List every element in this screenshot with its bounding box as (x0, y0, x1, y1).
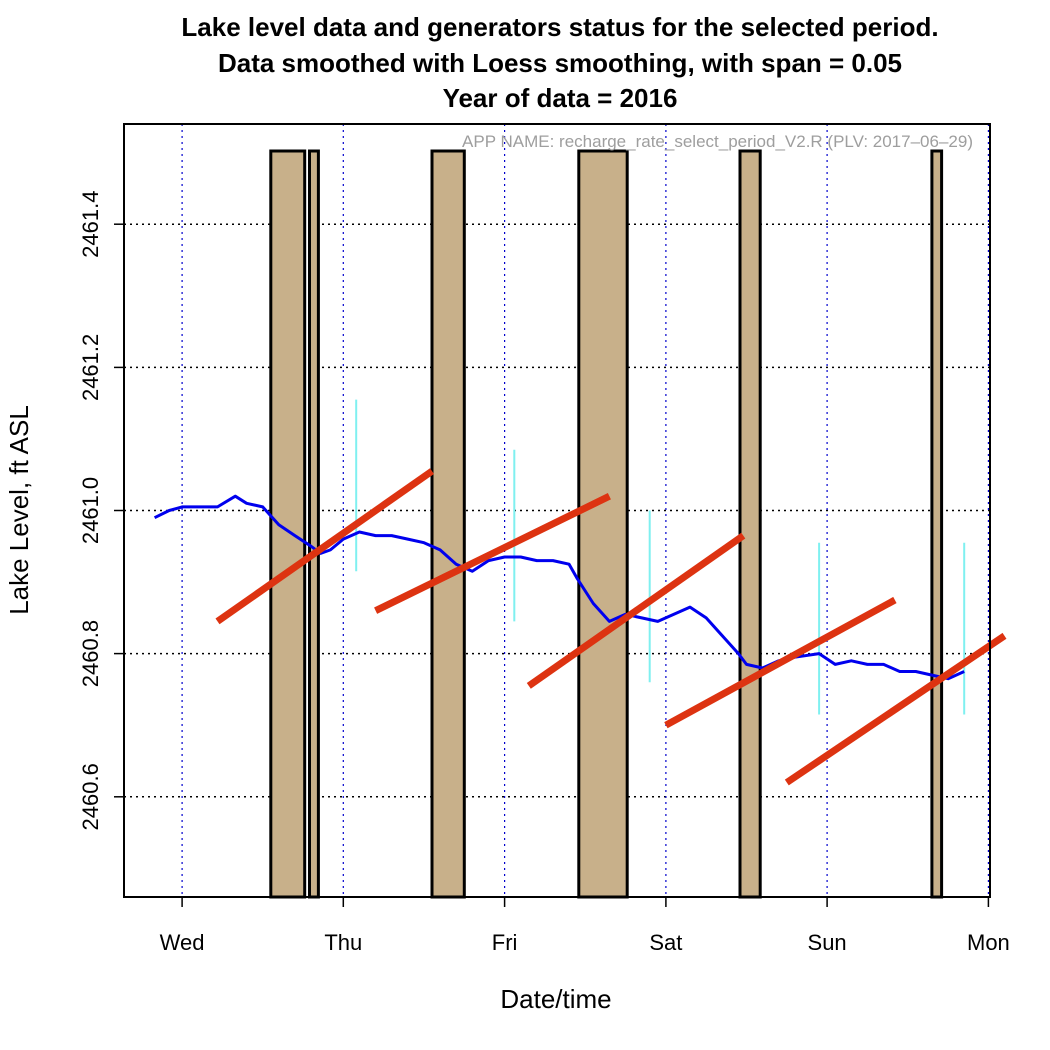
recharge-rate-line (526, 532, 746, 689)
chart-title-line-1: Lake level data and generators status fo… (181, 12, 938, 42)
recharge-rate-line (784, 632, 1007, 786)
chart-title-line-2: Data smoothed with Loess smoothing, with… (218, 48, 902, 78)
app-name-annotation: APP NAME: recharge_rate_select_period_V2… (462, 132, 973, 151)
lake-level-layer (153, 494, 965, 681)
y-axis-title: Lake Level, ft ASL (4, 405, 34, 615)
lake-level-line (153, 494, 965, 681)
generator-on-bar (430, 149, 466, 899)
generator-on-bar (738, 149, 762, 899)
y-tick-label: 2461.4 (78, 191, 103, 258)
y-tick-label: 2461.0 (78, 477, 103, 544)
x-tick-label: Fri (492, 930, 518, 955)
generator-on-bar (577, 149, 629, 899)
y-tick-label: 2460.8 (78, 620, 103, 687)
y-axis: 2460.6 2460.8 2461.0 2461.2 2461.4 (78, 191, 125, 830)
generator-on-bar (930, 149, 944, 899)
recharge-rate-line (664, 596, 897, 729)
x-tick-label: Thu (324, 930, 362, 955)
recharge-rate-line (374, 493, 611, 614)
y-tick-label: 2461.2 (78, 334, 103, 401)
generator-on-bar (308, 149, 320, 899)
chart-title-line-3: Year of data = 2016 (443, 83, 678, 113)
recharge-lines-layer (215, 468, 1007, 786)
recharge-rate-line (215, 468, 435, 625)
range-bars-layer (355, 399, 966, 715)
x-tick-label: Wed (160, 930, 205, 955)
x-axis-title: Date/time (500, 984, 611, 1014)
x-tick-label: Sat (649, 930, 682, 955)
x-tick-label: Sun (808, 930, 847, 955)
x-tick-label: Mon (967, 930, 1010, 955)
grid-layer (124, 124, 990, 897)
y-tick-label: 2460.6 (78, 763, 103, 830)
generator-on-bar (269, 149, 307, 899)
x-axis: Wed Thu Fri Sat Sun Mon (160, 896, 1010, 955)
generator-status-layer (269, 149, 944, 899)
